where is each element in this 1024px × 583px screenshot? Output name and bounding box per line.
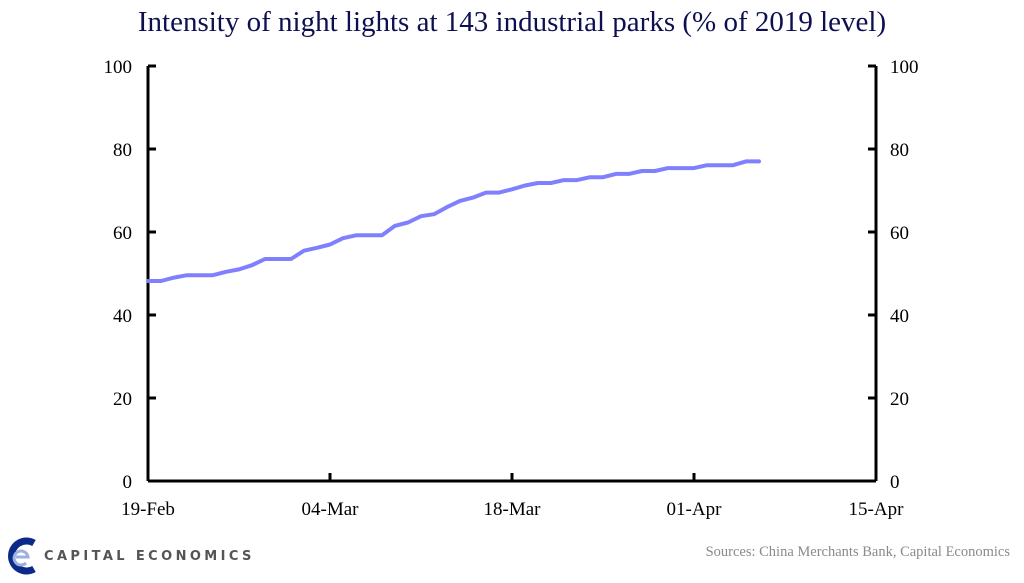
y-tick-label-right: 80 xyxy=(890,140,909,161)
x-tick-label: 04-Mar xyxy=(302,499,360,520)
x-tick-label: 18-Mar xyxy=(484,499,542,520)
y-tick-label-right: 0 xyxy=(890,472,900,493)
x-tick-label: 19-Feb xyxy=(121,499,175,520)
y-tick-label-left: 0 xyxy=(123,472,133,493)
y-tick-label-left: 80 xyxy=(113,140,132,161)
y-tick-label-left: 100 xyxy=(104,57,133,78)
y-tick-label-right: 100 xyxy=(890,57,919,78)
x-tick-label: 01-Apr xyxy=(667,499,723,520)
y-tick-label-left: 20 xyxy=(113,389,132,410)
y-tick-label-left: 40 xyxy=(113,306,132,327)
source-note: Sources: China Merchants Bank, Capital E… xyxy=(705,544,1010,560)
capital-economics-logo: CAPITAL ECONOMICS xyxy=(4,536,255,576)
night-lights-line xyxy=(146,159,761,283)
chart-title: Intensity of night lights at 143 industr… xyxy=(137,6,887,38)
y-tick-label-right: 60 xyxy=(890,223,909,244)
x-tick-label: 15-Apr xyxy=(849,499,905,520)
logo-mark-icon xyxy=(8,537,36,575)
y-tick-label-right: 40 xyxy=(890,306,909,327)
logo-text: CAPITAL ECONOMICS xyxy=(44,548,255,564)
y-tick-label-right: 20 xyxy=(890,389,909,410)
y-tick-label-left: 60 xyxy=(113,223,132,244)
